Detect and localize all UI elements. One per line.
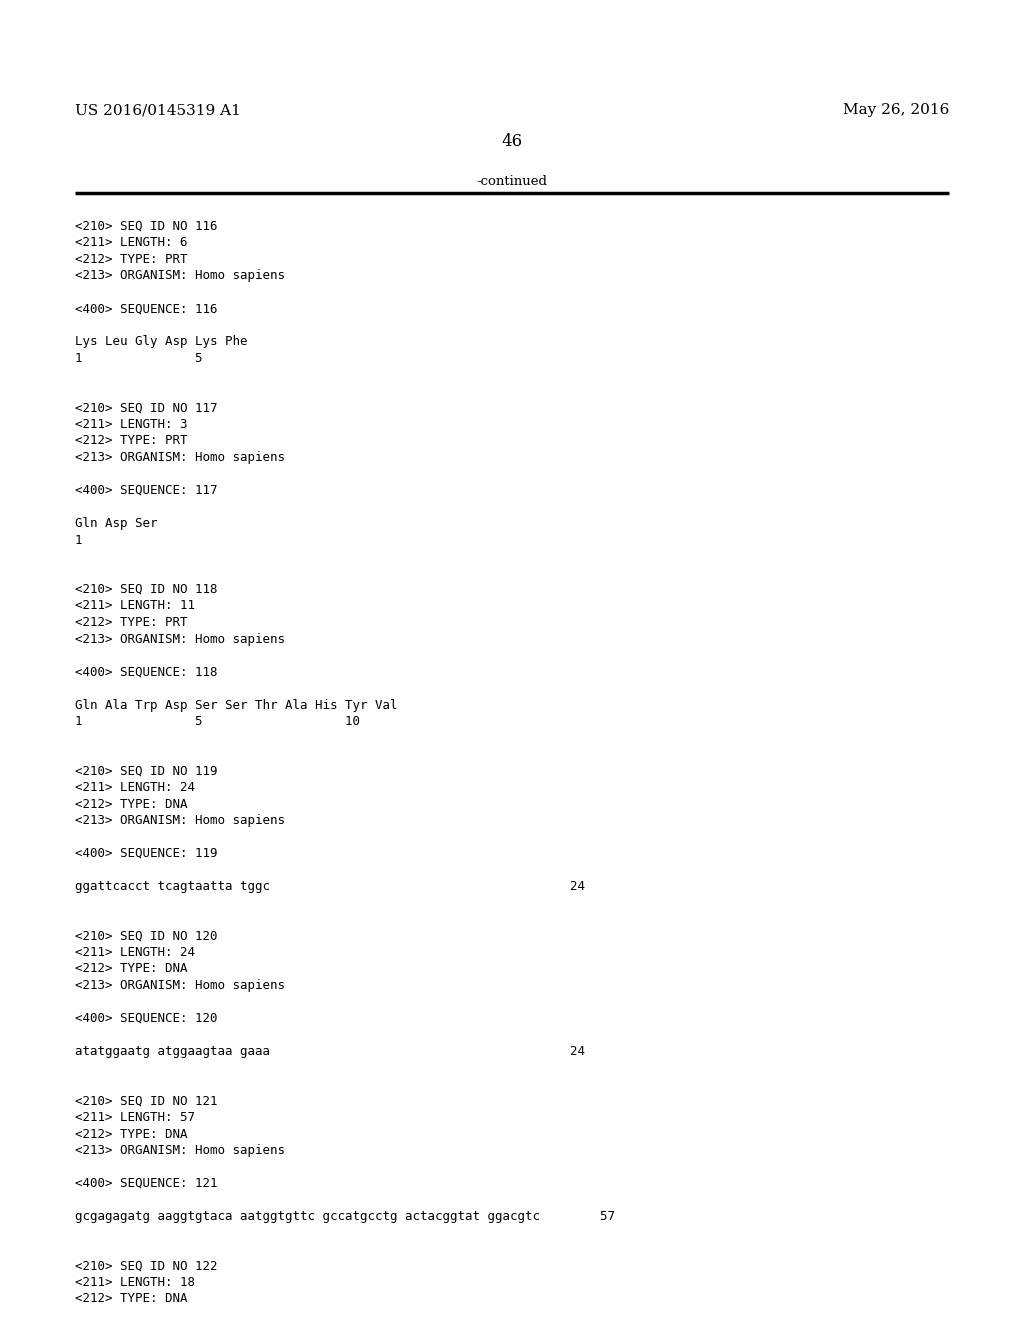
- Text: <211> LENGTH: 18: <211> LENGTH: 18: [75, 1276, 195, 1290]
- Text: <210> SEQ ID NO 119: <210> SEQ ID NO 119: [75, 764, 217, 777]
- Text: <211> LENGTH: 3: <211> LENGTH: 3: [75, 418, 187, 432]
- Text: Gln Asp Ser: Gln Asp Ser: [75, 517, 158, 531]
- Text: <213> ORGANISM: Homo sapiens: <213> ORGANISM: Homo sapiens: [75, 632, 285, 645]
- Text: ggattcacct tcagtaatta tggc                                        24: ggattcacct tcagtaatta tggc 24: [75, 880, 585, 894]
- Text: <213> ORGANISM: Homo sapiens: <213> ORGANISM: Homo sapiens: [75, 451, 285, 465]
- Text: <210> SEQ ID NO 120: <210> SEQ ID NO 120: [75, 929, 217, 942]
- Text: <211> LENGTH: 24: <211> LENGTH: 24: [75, 946, 195, 960]
- Text: US 2016/0145319 A1: US 2016/0145319 A1: [75, 103, 241, 117]
- Text: <210> SEQ ID NO 118: <210> SEQ ID NO 118: [75, 583, 217, 597]
- Text: gcgagagatg aaggtgtaca aatggtgttc gccatgcctg actacggtat ggacgtc        57: gcgagagatg aaggtgtaca aatggtgttc gccatgc…: [75, 1210, 615, 1224]
- Text: -continued: -continued: [476, 176, 548, 187]
- Text: Gln Ala Trp Asp Ser Ser Thr Ala His Tyr Val: Gln Ala Trp Asp Ser Ser Thr Ala His Tyr …: [75, 698, 397, 711]
- Text: Lys Leu Gly Asp Lys Phe: Lys Leu Gly Asp Lys Phe: [75, 335, 248, 348]
- Text: <213> ORGANISM: Homo sapiens: <213> ORGANISM: Homo sapiens: [75, 979, 285, 993]
- Text: <400> SEQUENCE: 118: <400> SEQUENCE: 118: [75, 665, 217, 678]
- Text: <213> ORGANISM: Homo sapiens: <213> ORGANISM: Homo sapiens: [75, 814, 285, 828]
- Text: <400> SEQUENCE: 120: <400> SEQUENCE: 120: [75, 1012, 217, 1026]
- Text: <211> LENGTH: 57: <211> LENGTH: 57: [75, 1111, 195, 1125]
- Text: <210> SEQ ID NO 121: <210> SEQ ID NO 121: [75, 1094, 217, 1107]
- Text: <210> SEQ ID NO 116: <210> SEQ ID NO 116: [75, 220, 217, 234]
- Text: <400> SEQUENCE: 116: <400> SEQUENCE: 116: [75, 302, 217, 315]
- Text: <212> TYPE: DNA: <212> TYPE: DNA: [75, 797, 187, 810]
- Text: <211> LENGTH: 11: <211> LENGTH: 11: [75, 599, 195, 612]
- Text: May 26, 2016: May 26, 2016: [843, 103, 949, 117]
- Text: 1: 1: [75, 533, 83, 546]
- Text: 1               5                   10: 1 5 10: [75, 715, 360, 729]
- Text: <212> TYPE: DNA: <212> TYPE: DNA: [75, 1292, 187, 1305]
- Text: <211> LENGTH: 24: <211> LENGTH: 24: [75, 781, 195, 795]
- Text: <210> SEQ ID NO 117: <210> SEQ ID NO 117: [75, 401, 217, 414]
- Text: <211> LENGTH: 6: <211> LENGTH: 6: [75, 236, 187, 249]
- Text: atatggaatg atggaagtaa gaaa                                        24: atatggaatg atggaagtaa gaaa 24: [75, 1045, 585, 1059]
- Text: <212> TYPE: DNA: <212> TYPE: DNA: [75, 1127, 187, 1140]
- Text: <213> ORGANISM: Homo sapiens: <213> ORGANISM: Homo sapiens: [75, 269, 285, 282]
- Text: <212> TYPE: PRT: <212> TYPE: PRT: [75, 253, 187, 267]
- Text: <400> SEQUENCE: 121: <400> SEQUENCE: 121: [75, 1177, 217, 1191]
- Text: <212> TYPE: DNA: <212> TYPE: DNA: [75, 962, 187, 975]
- Text: <212> TYPE: PRT: <212> TYPE: PRT: [75, 616, 187, 630]
- Text: <213> ORGANISM: Homo sapiens: <213> ORGANISM: Homo sapiens: [75, 1144, 285, 1158]
- Text: 1               5: 1 5: [75, 352, 203, 366]
- Text: 46: 46: [502, 133, 522, 150]
- Text: <400> SEQUENCE: 117: <400> SEQUENCE: 117: [75, 484, 217, 498]
- Text: <400> SEQUENCE: 119: <400> SEQUENCE: 119: [75, 847, 217, 861]
- Text: <212> TYPE: PRT: <212> TYPE: PRT: [75, 434, 187, 447]
- Text: <210> SEQ ID NO 122: <210> SEQ ID NO 122: [75, 1259, 217, 1272]
